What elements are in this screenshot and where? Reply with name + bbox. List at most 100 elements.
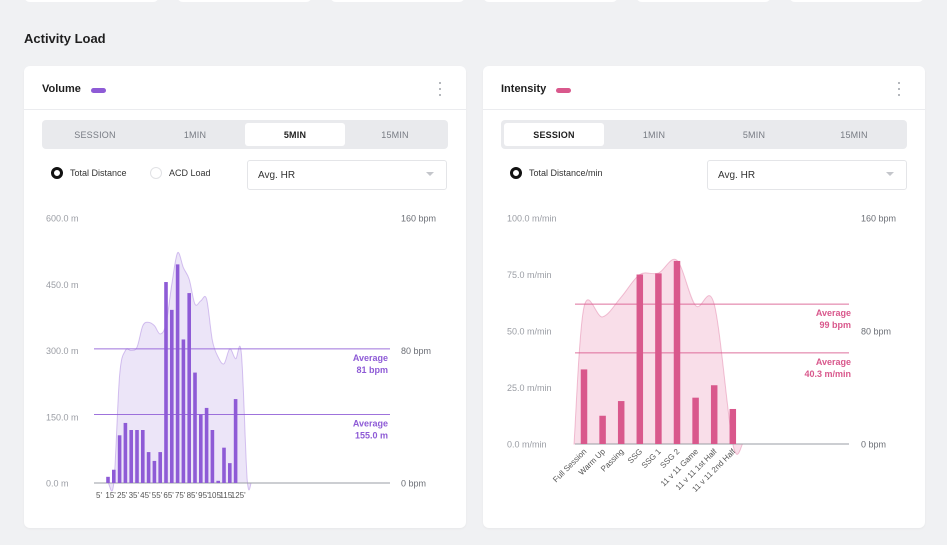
x-tick-label: 45': [140, 491, 151, 500]
select-value: Avg. HR: [718, 169, 756, 181]
bar: [580, 369, 588, 444]
intensity-panel-header: Intensity: [483, 66, 925, 110]
tab-15min[interactable]: 15MIN: [840, 129, 868, 140]
x-tick-label: 125': [231, 491, 246, 500]
bar: [117, 435, 122, 483]
volume-more-icon[interactable]: [436, 82, 444, 96]
bar: [228, 463, 232, 483]
tab-15min[interactable]: 15MIN: [381, 129, 409, 140]
bar: [123, 422, 128, 483]
radio-acd-load[interactable]: ACD Load: [150, 167, 211, 179]
y-tick-label: 0.0 m: [46, 479, 69, 489]
right-axis-label: 80 bpm: [861, 327, 891, 337]
average-label: Average: [353, 419, 388, 429]
select-value: Avg. HR: [258, 169, 296, 181]
radio-label: ACD Load: [169, 168, 211, 178]
bar: [181, 339, 186, 483]
average-value: 81 bpm: [356, 365, 388, 375]
bar: [106, 476, 110, 483]
x-tick-label: 15': [105, 491, 116, 500]
tab-session[interactable]: SESSION: [504, 123, 604, 146]
bar: [216, 480, 220, 483]
tab-5min[interactable]: 5MIN: [742, 129, 766, 140]
right-axis-label: 80 bpm: [401, 346, 431, 356]
y-tick-label: 0.0 m/min: [507, 440, 547, 450]
radio-unchecked-icon: [150, 167, 162, 179]
bar: [146, 452, 151, 483]
intensity-interval-tabs: SESSION 1MIN 5MIN 15MIN: [501, 120, 907, 149]
tab-1min[interactable]: 1MIN: [642, 129, 666, 140]
intensity-title: Intensity: [501, 83, 547, 95]
bar: [170, 309, 174, 483]
y-tick-label: 150.0 m: [46, 412, 79, 422]
bar: [692, 397, 699, 444]
intensity-metric-select[interactable]: Avg. HR: [707, 160, 907, 190]
bar: [187, 293, 191, 483]
x-tick-label: 115': [219, 491, 234, 500]
bar: [112, 469, 116, 483]
intensity-legend-pill: [556, 88, 571, 93]
tab-5min[interactable]: 5MIN: [245, 123, 345, 146]
x-tick-label: 85': [187, 491, 198, 500]
radio-label: Total Distance: [70, 168, 127, 178]
y-tick-label: 50.0 m/min: [507, 327, 552, 337]
x-tick-label: 25': [117, 491, 128, 500]
volume-chart: 600.0 m 450.0 m 300.0 m 150.0 m 0.0 m 160 bpm…: [46, 214, 436, 501]
radio-checked-icon: [510, 167, 522, 179]
average-label: Average: [353, 353, 388, 363]
right-axis-label: 160 bpm: [861, 214, 896, 224]
bar: [233, 399, 238, 483]
x-tick-label: 65': [163, 491, 174, 500]
right-axis-label: 0 bpm: [861, 440, 886, 450]
y-tick-label: 300.0 m: [46, 346, 79, 356]
bar: [636, 274, 644, 444]
average-value: 155.0 m: [355, 431, 388, 441]
y-tick-label: 600.0 m: [46, 214, 79, 224]
y-tick-label: 75.0 m/min: [507, 270, 552, 280]
y-tick-label: 25.0 m/min: [507, 383, 552, 393]
bar: [729, 408, 737, 444]
volume-panel-header: Volume: [24, 66, 466, 110]
x-tick-label: 55': [152, 491, 163, 500]
radio-total-distance-per-min[interactable]: Total Distance/min: [510, 167, 603, 179]
bar: [129, 430, 133, 483]
bar: [617, 401, 625, 444]
intensity-panel: Intensity SESSION 1MIN 5MIN 15MIN Total …: [483, 66, 925, 528]
bar: [210, 430, 215, 483]
bar: [141, 430, 145, 483]
x-tick-label: 95': [198, 491, 209, 500]
radio-checked-icon: [51, 167, 63, 179]
average-value: 40.3 m/min: [804, 369, 851, 379]
x-tick-label: 105': [208, 491, 223, 500]
volume-title: Volume: [42, 83, 81, 95]
average-label: Average: [816, 357, 851, 367]
average-label: Average: [816, 308, 851, 318]
summary-card: [483, 0, 618, 2]
bar: [158, 452, 162, 483]
x-tick-label: 75': [175, 491, 186, 500]
bar: [710, 385, 718, 444]
tab-1min[interactable]: 1MIN: [183, 129, 207, 140]
radio-total-distance[interactable]: Total Distance: [51, 167, 127, 179]
bar: [193, 372, 197, 483]
volume-panel: Volume SESSION 1MIN 5MIN 15MIN Total Dis…: [24, 66, 466, 528]
bar: [135, 430, 139, 483]
bar: [204, 407, 209, 483]
average-value: 99 bpm: [819, 320, 851, 330]
summary-card: [636, 0, 771, 2]
tab-session[interactable]: SESSION: [74, 129, 116, 140]
volume-metric-select[interactable]: Avg. HR: [247, 160, 447, 190]
x-tick-label: 35': [129, 491, 140, 500]
summary-card: [24, 0, 159, 2]
volume-legend-pill: [91, 88, 106, 93]
summary-card: [789, 0, 924, 2]
volume-interval-tabs: SESSION 1MIN 5MIN 15MIN: [42, 120, 448, 149]
right-axis-label: 160 bpm: [401, 214, 436, 224]
bar: [599, 415, 606, 444]
bar: [222, 447, 226, 483]
summary-card: [177, 0, 312, 2]
y-tick-label: 450.0 m: [46, 280, 79, 290]
right-axis-label: 0 bpm: [401, 479, 426, 489]
intensity-more-icon[interactable]: [895, 82, 903, 96]
bar: [175, 264, 180, 483]
